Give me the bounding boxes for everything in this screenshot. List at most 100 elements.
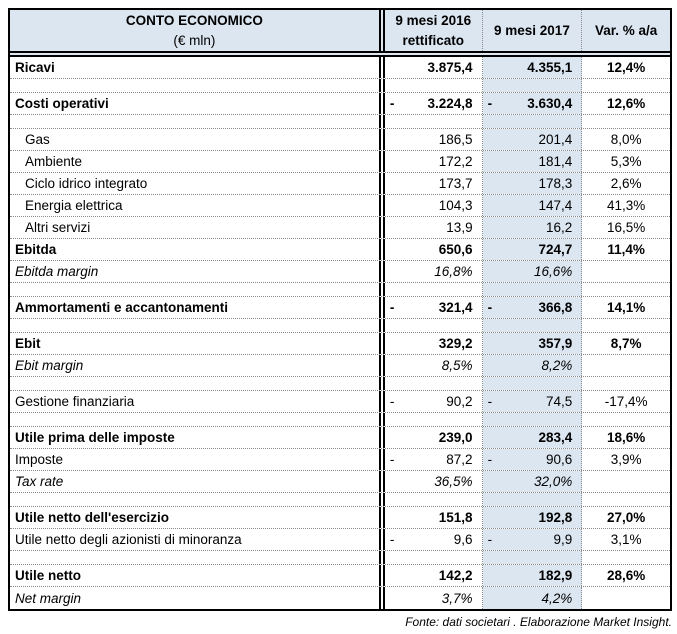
row-label (10, 79, 379, 92)
row-label: Ricavi (15, 60, 55, 75)
table-row: Ambiente 172,2 181,4 5,3% (10, 151, 670, 173)
table-row: Ricavi 3.875,4 4.355,1 12,4% (10, 57, 670, 79)
cell-2017: - 366,8 (482, 297, 583, 318)
cell-value: 104,3 (438, 198, 473, 213)
cell-2016: 151,8 (378, 507, 483, 528)
row-label: Ebitda (15, 242, 57, 257)
cell-2016: 239,0 (378, 427, 483, 448)
cell-2016 (378, 413, 483, 426)
negative-sign: - (487, 300, 493, 315)
cell-var: 12,6% (607, 96, 646, 111)
cell-2016: 8,5% (378, 355, 483, 376)
cell-2016: 650,6 (378, 239, 483, 260)
cell-value: 201,4 (538, 132, 573, 147)
income-statement-table: CONTO ECONOMICO (€ mln) 9 mesi 2016 rett… (8, 8, 672, 611)
cell-2017 (482, 319, 583, 332)
table-row: Costi operativi -3.224,8-3.630,4 12,6% (10, 93, 670, 115)
cell-2017: 724,7 (482, 239, 583, 260)
row-label (10, 493, 379, 506)
cell-var (582, 261, 670, 282)
table-header-row: CONTO ECONOMICO (€ mln) 9 mesi 2016 rett… (10, 10, 670, 57)
cell-2016 (378, 115, 483, 128)
cell-2016: 3,7% (378, 587, 483, 609)
cell-2017 (482, 413, 583, 426)
cell-value: 151,8 (438, 510, 473, 525)
cell-value: 357,9 (538, 336, 573, 351)
table-row: Gas 186,5 201,4 8,0% (10, 129, 670, 151)
cell-2017: 4,2% (482, 587, 583, 609)
cell-var: 5,3% (610, 154, 642, 169)
table-row: Ebit margin 8,5% 8,2% (10, 355, 670, 377)
cell-2016: 142,2 (378, 565, 483, 586)
negative-sign: - (389, 532, 395, 547)
header-title-line1: CONTO ECONOMICO (125, 12, 263, 28)
cell-2017: 201,4 (482, 129, 583, 150)
cell-value: 178,3 (538, 176, 573, 191)
table-body: Ricavi 3.875,4 4.355,1 12,4% Costi operativi… (10, 57, 670, 609)
cell-value: 239,0 (438, 430, 473, 445)
table-row: Altri servizi 13,9 16,2 16,5% (10, 217, 670, 239)
cell-2016: - 87,2 (378, 449, 483, 470)
row-label: Costi operativi (15, 96, 109, 111)
cell-2017: 283,4 (482, 427, 583, 448)
table-row: Net margin 3,7% 4,2% (10, 587, 670, 609)
negative-sign: - (389, 452, 395, 467)
row-label: Utile netto dell'esercizio (15, 510, 169, 525)
cell-value: 283,4 (538, 430, 573, 445)
table-row: Ebitda margin 16,8% 16,6% (10, 261, 670, 283)
cell-2017: 8,2% (482, 355, 583, 376)
table-row: Ebitda 650,6 724,7 11,4% (10, 239, 670, 261)
cell-var: 12,4% (607, 60, 646, 75)
cell-var: 3,9% (610, 452, 642, 467)
cell-value: 173,7 (438, 176, 473, 191)
cell-value: 8,5% (441, 358, 473, 373)
cell-value: 16,2 (546, 220, 573, 235)
cell-value: 329,2 (438, 336, 473, 351)
cell-var: 28,6% (607, 568, 646, 583)
blank-row (10, 551, 670, 565)
cell-value: 9,9 (553, 532, 573, 547)
cell-var: 3,1% (610, 532, 642, 547)
cell-value: 366,8 (538, 300, 573, 315)
cell-value: 182,9 (538, 568, 573, 583)
cell-value: 3.630,4 (527, 96, 573, 111)
cell-value: 147,4 (538, 198, 573, 213)
cell-value: 32,0% (534, 474, 573, 489)
cell-2017: 178,3 (482, 173, 583, 194)
row-label (10, 283, 379, 296)
cell-2017 (482, 115, 583, 128)
cell-2017: - 90,6 (482, 449, 583, 470)
cell-value: 13,9 (446, 220, 473, 235)
cell-2017 (482, 493, 583, 506)
table-row: Tax rate 36,5% 32,0% (10, 471, 670, 493)
cell-2017: 4.355,1 (482, 57, 583, 78)
cell-2017: - 9,9 (482, 529, 583, 550)
cell-value: 9,6 (453, 532, 473, 547)
cell-var: 2,6% (610, 176, 642, 191)
cell-2017: 181,4 (482, 151, 583, 172)
cell-value: 74,5 (546, 394, 573, 409)
cell-value: 36,5% (434, 474, 473, 489)
row-label: Utile netto degli azionisti di minoranza (15, 532, 242, 547)
negative-sign: - (487, 394, 493, 409)
cell-value: 8,2% (541, 358, 573, 373)
cell-var (582, 471, 670, 492)
cell-2016: 173,7 (378, 173, 483, 194)
cell-value: 16,8% (434, 264, 473, 279)
table-row: Ebit 329,2 357,9 8,7% (10, 333, 670, 355)
cell-2017: 182,9 (482, 565, 583, 586)
cell-value: 90,6 (546, 452, 573, 467)
negative-sign: - (487, 532, 493, 547)
cell-2016: 104,3 (378, 195, 483, 216)
cell-var: 11,4% (607, 242, 645, 257)
cell-var (582, 355, 670, 376)
header-col-2016-line2: rettificato (402, 32, 464, 48)
header-title: CONTO ECONOMICO (€ mln) (10, 10, 379, 51)
row-label (10, 319, 379, 332)
negative-sign: - (389, 300, 395, 315)
cell-var: 27,0% (607, 510, 646, 525)
table-row: Utile netto 142,2 182,9 28,6% (10, 565, 670, 587)
cell-value: 87,2 (446, 452, 473, 467)
source-note: Fonte: dati societari . Elaborazione Mar… (405, 615, 672, 629)
row-label (10, 413, 379, 426)
